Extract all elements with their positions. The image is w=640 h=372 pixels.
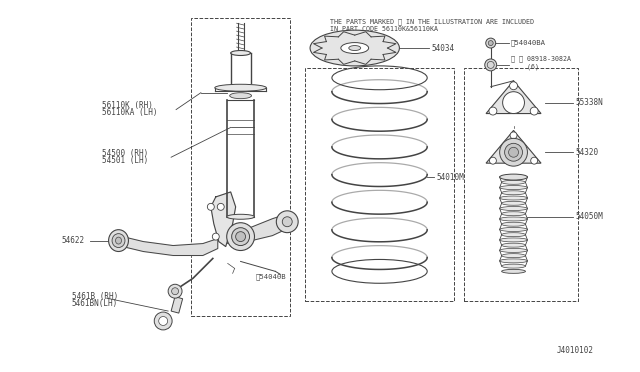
Circle shape (531, 157, 538, 164)
Ellipse shape (500, 175, 527, 179)
Ellipse shape (112, 234, 125, 247)
Circle shape (484, 59, 497, 71)
Circle shape (236, 232, 246, 241)
Ellipse shape (230, 93, 252, 99)
Circle shape (154, 312, 172, 330)
Circle shape (232, 228, 250, 246)
Circle shape (217, 203, 224, 210)
Text: 54034: 54034 (431, 44, 454, 52)
Circle shape (504, 143, 522, 161)
Text: 56110K (RH): 56110K (RH) (102, 101, 152, 110)
Circle shape (488, 41, 493, 45)
Text: 54320: 54320 (575, 148, 598, 157)
Text: ※ Ⓝ 08918-3082A
    (6): ※ Ⓝ 08918-3082A (6) (511, 56, 571, 70)
Text: ※54040BA: ※54040BA (511, 40, 545, 46)
Ellipse shape (502, 269, 525, 273)
Circle shape (486, 38, 495, 48)
Circle shape (502, 92, 524, 113)
Ellipse shape (500, 259, 527, 263)
Ellipse shape (500, 238, 527, 242)
Circle shape (227, 223, 255, 250)
Ellipse shape (502, 264, 525, 268)
Ellipse shape (502, 201, 525, 205)
Bar (171, 297, 182, 313)
Ellipse shape (500, 196, 527, 200)
Circle shape (207, 203, 214, 210)
Text: 54010M: 54010M (436, 173, 464, 182)
Circle shape (282, 217, 292, 227)
Ellipse shape (502, 212, 525, 216)
Polygon shape (211, 192, 236, 247)
Circle shape (510, 132, 517, 139)
Polygon shape (118, 235, 218, 256)
Ellipse shape (310, 30, 399, 66)
Circle shape (276, 211, 298, 232)
Circle shape (168, 284, 182, 298)
Circle shape (509, 82, 518, 90)
Ellipse shape (502, 222, 525, 226)
Ellipse shape (500, 206, 527, 211)
Text: 56110KA (LH): 56110KA (LH) (102, 108, 157, 117)
Text: 55338N: 55338N (575, 98, 603, 107)
Ellipse shape (502, 243, 525, 247)
Ellipse shape (502, 191, 525, 195)
Ellipse shape (215, 84, 266, 91)
Ellipse shape (500, 174, 527, 180)
Ellipse shape (500, 248, 527, 252)
Circle shape (509, 147, 518, 157)
Circle shape (212, 233, 220, 240)
Text: 5461B (RH): 5461B (RH) (72, 292, 118, 301)
Text: 54501 (LH): 54501 (LH) (102, 156, 148, 165)
Ellipse shape (230, 51, 250, 55)
Circle shape (159, 317, 168, 326)
Bar (191, 18, 290, 316)
Ellipse shape (502, 233, 525, 237)
Ellipse shape (341, 42, 369, 54)
Ellipse shape (227, 214, 255, 219)
Ellipse shape (500, 186, 527, 189)
Ellipse shape (349, 45, 361, 51)
Polygon shape (486, 131, 541, 163)
Ellipse shape (500, 217, 527, 221)
Ellipse shape (502, 254, 525, 258)
Text: ※54040B: ※54040B (255, 273, 286, 280)
Bar (464, 68, 578, 301)
Circle shape (172, 288, 179, 295)
Text: THE PARTS MARKED ※ IN THE ILLUSTRATION ARE INCLUDED
IN PART CODE 56110K&56110KA: THE PARTS MARKED ※ IN THE ILLUSTRATION A… (330, 18, 534, 32)
Text: 54050M: 54050M (575, 212, 603, 221)
Ellipse shape (116, 237, 122, 244)
Circle shape (530, 107, 538, 115)
Polygon shape (228, 214, 287, 244)
Circle shape (489, 107, 497, 115)
Ellipse shape (502, 180, 525, 184)
Text: 54622: 54622 (62, 236, 85, 245)
Text: 54500 (RH): 54500 (RH) (102, 149, 148, 158)
Ellipse shape (500, 227, 527, 231)
Circle shape (490, 157, 497, 164)
Text: 5461BN(LH): 5461BN(LH) (72, 299, 118, 308)
Circle shape (500, 138, 527, 166)
Bar (305, 68, 454, 301)
Ellipse shape (109, 230, 129, 251)
Polygon shape (486, 81, 541, 113)
Text: J4010102: J4010102 (556, 346, 593, 355)
